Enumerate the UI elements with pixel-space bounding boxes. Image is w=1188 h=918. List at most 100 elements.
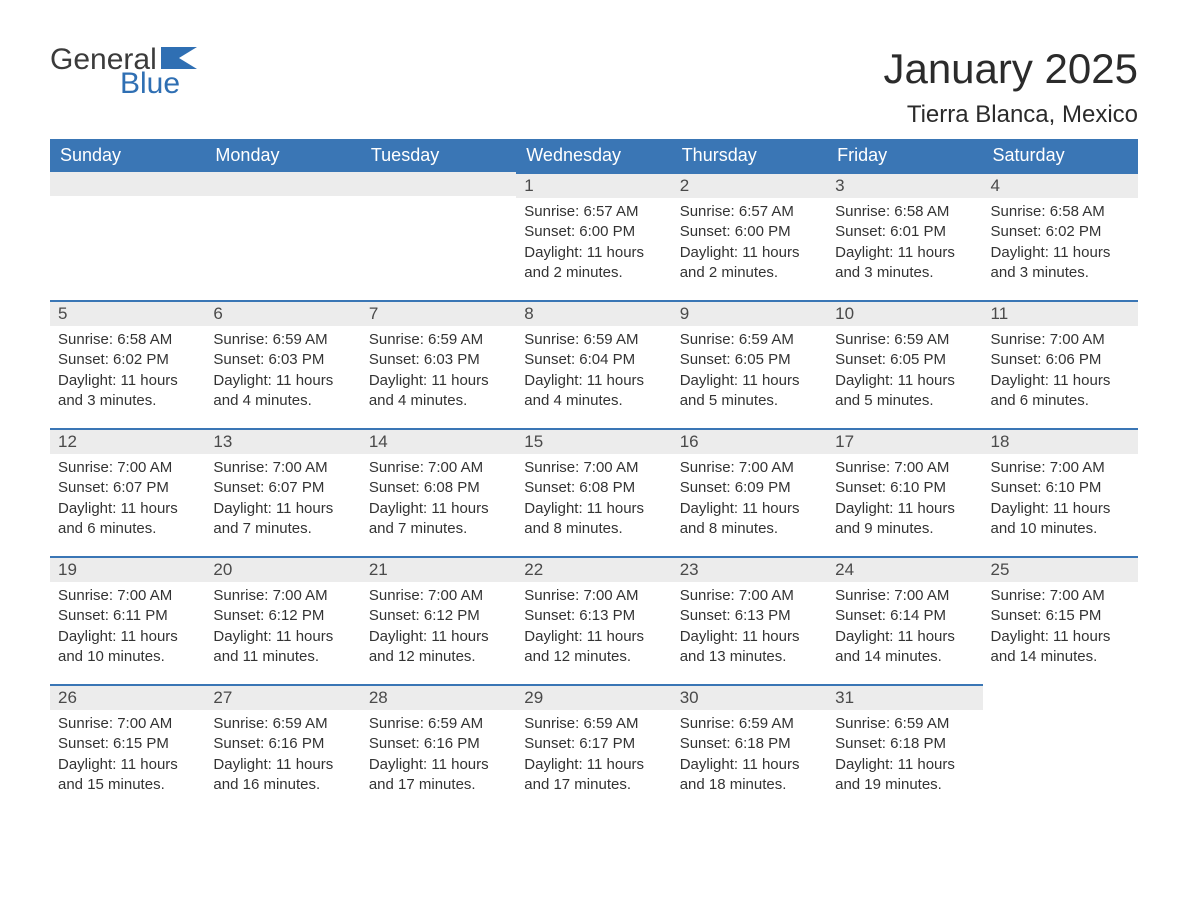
calendar-cell: 2Sunrise: 6:57 AMSunset: 6:00 PMDaylight… [672, 172, 827, 300]
daylight-text: Daylight: 11 hours and 4 minutes. [524, 371, 663, 412]
weekday-header: Monday [205, 139, 360, 172]
calendar-cell: 17Sunrise: 7:00 AMSunset: 6:10 PMDayligh… [827, 428, 982, 556]
day-content: Sunrise: 7:00 AMSunset: 6:13 PMDaylight:… [672, 582, 827, 673]
day-content: Sunrise: 6:59 AMSunset: 6:05 PMDaylight:… [827, 326, 982, 417]
calendar-cell: 11Sunrise: 7:00 AMSunset: 6:06 PMDayligh… [983, 300, 1138, 428]
calendar-cell: 22Sunrise: 7:00 AMSunset: 6:13 PMDayligh… [516, 556, 671, 684]
calendar-cell: 1Sunrise: 6:57 AMSunset: 6:00 PMDaylight… [516, 172, 671, 300]
sunrise-text: Sunrise: 7:00 AM [58, 458, 197, 478]
calendar-cell: 30Sunrise: 6:59 AMSunset: 6:18 PMDayligh… [672, 684, 827, 812]
day-number: 15 [516, 428, 671, 454]
daylight-text: Daylight: 11 hours and 14 minutes. [991, 627, 1130, 668]
day-content: Sunrise: 7:00 AMSunset: 6:07 PMDaylight:… [50, 454, 205, 545]
day-number: 6 [205, 300, 360, 326]
sunset-text: Sunset: 6:00 PM [524, 222, 663, 242]
day-number: 9 [672, 300, 827, 326]
day-content: Sunrise: 7:00 AMSunset: 6:07 PMDaylight:… [205, 454, 360, 545]
title-block: January 2025 Tierra Blanca, Mexico [883, 45, 1138, 129]
sunset-text: Sunset: 6:05 PM [835, 350, 974, 370]
sunset-text: Sunset: 6:08 PM [524, 478, 663, 498]
sunrise-text: Sunrise: 6:59 AM [369, 714, 508, 734]
sunrise-text: Sunrise: 6:59 AM [680, 330, 819, 350]
calendar-page: General Blue January 2025 Tierra Blanca,… [0, 0, 1188, 842]
sunrise-text: Sunrise: 6:58 AM [835, 202, 974, 222]
calendar-week-row: 5Sunrise: 6:58 AMSunset: 6:02 PMDaylight… [50, 300, 1138, 428]
daylight-text: Daylight: 11 hours and 12 minutes. [369, 627, 508, 668]
daylight-text: Daylight: 11 hours and 14 minutes. [835, 627, 974, 668]
sunrise-text: Sunrise: 6:59 AM [213, 714, 352, 734]
day-content: Sunrise: 7:00 AMSunset: 6:11 PMDaylight:… [50, 582, 205, 673]
calendar-head: SundayMondayTuesdayWednesdayThursdayFrid… [50, 139, 1138, 172]
day-content: Sunrise: 6:59 AMSunset: 6:16 PMDaylight:… [205, 710, 360, 801]
calendar-cell: 9Sunrise: 6:59 AMSunset: 6:05 PMDaylight… [672, 300, 827, 428]
day-content: Sunrise: 7:00 AMSunset: 6:08 PMDaylight:… [361, 454, 516, 545]
sunset-text: Sunset: 6:15 PM [58, 734, 197, 754]
sunset-text: Sunset: 6:18 PM [680, 734, 819, 754]
sunset-text: Sunset: 6:00 PM [680, 222, 819, 242]
daylight-text: Daylight: 11 hours and 17 minutes. [524, 755, 663, 796]
sunset-text: Sunset: 6:12 PM [213, 606, 352, 626]
calendar-cell: 28Sunrise: 6:59 AMSunset: 6:16 PMDayligh… [361, 684, 516, 812]
sunset-text: Sunset: 6:15 PM [991, 606, 1130, 626]
sunrise-text: Sunrise: 6:57 AM [680, 202, 819, 222]
day-number: 12 [50, 428, 205, 454]
day-number: 13 [205, 428, 360, 454]
sunrise-text: Sunrise: 7:00 AM [58, 586, 197, 606]
day-content: Sunrise: 6:59 AMSunset: 6:03 PMDaylight:… [205, 326, 360, 417]
day-content: Sunrise: 7:00 AMSunset: 6:13 PMDaylight:… [516, 582, 671, 673]
sunrise-text: Sunrise: 7:00 AM [991, 458, 1130, 478]
daylight-text: Daylight: 11 hours and 8 minutes. [680, 499, 819, 540]
daylight-text: Daylight: 11 hours and 4 minutes. [213, 371, 352, 412]
day-number: 10 [827, 300, 982, 326]
calendar-body: 1Sunrise: 6:57 AMSunset: 6:00 PMDaylight… [50, 172, 1138, 812]
calendar-cell: 8Sunrise: 6:59 AMSunset: 6:04 PMDaylight… [516, 300, 671, 428]
sunset-text: Sunset: 6:09 PM [680, 478, 819, 498]
day-number: 17 [827, 428, 982, 454]
sunset-text: Sunset: 6:04 PM [524, 350, 663, 370]
day-content: Sunrise: 6:59 AMSunset: 6:03 PMDaylight:… [361, 326, 516, 417]
month-title: January 2025 [883, 45, 1138, 93]
daylight-text: Daylight: 11 hours and 9 minutes. [835, 499, 974, 540]
weekday-header: Friday [827, 139, 982, 172]
location-label: Tierra Blanca, Mexico [883, 101, 1138, 129]
day-number: 31 [827, 684, 982, 710]
weekday-header: Saturday [983, 139, 1138, 172]
daylight-text: Daylight: 11 hours and 13 minutes. [680, 627, 819, 668]
sunrise-text: Sunrise: 6:59 AM [524, 330, 663, 350]
calendar-cell [205, 172, 360, 300]
day-content: Sunrise: 6:59 AMSunset: 6:05 PMDaylight:… [672, 326, 827, 417]
calendar-week-row: 26Sunrise: 7:00 AMSunset: 6:15 PMDayligh… [50, 684, 1138, 812]
calendar-cell: 21Sunrise: 7:00 AMSunset: 6:12 PMDayligh… [361, 556, 516, 684]
sunset-text: Sunset: 6:01 PM [835, 222, 974, 242]
sunrise-text: Sunrise: 7:00 AM [524, 586, 663, 606]
calendar-cell: 25Sunrise: 7:00 AMSunset: 6:15 PMDayligh… [983, 556, 1138, 684]
sunset-text: Sunset: 6:07 PM [58, 478, 197, 498]
daylight-text: Daylight: 11 hours and 3 minutes. [835, 243, 974, 284]
sunrise-text: Sunrise: 6:59 AM [524, 714, 663, 734]
day-content: Sunrise: 7:00 AMSunset: 6:15 PMDaylight:… [50, 710, 205, 801]
daylight-text: Daylight: 11 hours and 4 minutes. [369, 371, 508, 412]
day-number: 26 [50, 684, 205, 710]
day-content: Sunrise: 6:58 AMSunset: 6:02 PMDaylight:… [50, 326, 205, 417]
calendar-cell: 12Sunrise: 7:00 AMSunset: 6:07 PMDayligh… [50, 428, 205, 556]
day-content: Sunrise: 6:57 AMSunset: 6:00 PMDaylight:… [516, 198, 671, 289]
calendar-cell: 10Sunrise: 6:59 AMSunset: 6:05 PMDayligh… [827, 300, 982, 428]
daylight-text: Daylight: 11 hours and 17 minutes. [369, 755, 508, 796]
calendar-cell: 19Sunrise: 7:00 AMSunset: 6:11 PMDayligh… [50, 556, 205, 684]
sunset-text: Sunset: 6:18 PM [835, 734, 974, 754]
sunset-text: Sunset: 6:12 PM [369, 606, 508, 626]
day-content: Sunrise: 7:00 AMSunset: 6:10 PMDaylight:… [983, 454, 1138, 545]
sunset-text: Sunset: 6:10 PM [991, 478, 1130, 498]
day-number: 19 [50, 556, 205, 582]
sunrise-text: Sunrise: 7:00 AM [835, 458, 974, 478]
day-number: 14 [361, 428, 516, 454]
daylight-text: Daylight: 11 hours and 5 minutes. [835, 371, 974, 412]
sunset-text: Sunset: 6:07 PM [213, 478, 352, 498]
calendar-cell: 14Sunrise: 7:00 AMSunset: 6:08 PMDayligh… [361, 428, 516, 556]
empty-day-bar [361, 172, 516, 196]
day-number: 4 [983, 172, 1138, 198]
day-number: 16 [672, 428, 827, 454]
daylight-text: Daylight: 11 hours and 5 minutes. [680, 371, 819, 412]
daylight-text: Daylight: 11 hours and 15 minutes. [58, 755, 197, 796]
calendar-cell [361, 172, 516, 300]
